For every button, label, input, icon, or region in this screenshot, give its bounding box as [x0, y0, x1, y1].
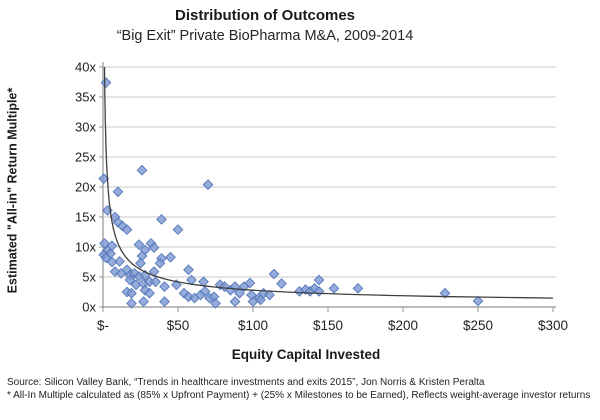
data-point: [198, 276, 209, 288]
data-point: [129, 267, 140, 279]
data-point: [352, 282, 364, 294]
data-point: [276, 278, 287, 290]
data-point: [229, 281, 241, 293]
x-tick-label: $150: [313, 318, 343, 333]
data-point: [126, 297, 137, 309]
x-tick-label: $300: [538, 318, 568, 333]
y-tick-label: 25x: [75, 150, 96, 165]
data-point: [148, 242, 160, 254]
y-tick-label: 0x: [82, 300, 96, 315]
x-tick-label: $100: [238, 318, 268, 333]
y-tick-label: 5x: [82, 270, 96, 285]
data-point: [154, 257, 166, 269]
data-point: [165, 251, 176, 263]
data-point: [112, 186, 124, 198]
data-point: [117, 220, 128, 232]
data-point: [159, 296, 170, 308]
data-point: [150, 276, 161, 288]
trend-line: [103, 66, 554, 299]
x-axis-title: Equity Capital Invested: [231, 347, 381, 362]
data-point: [313, 274, 325, 286]
data-point: [328, 282, 340, 294]
y-tick-label: 15x: [75, 210, 96, 225]
data-point: [136, 164, 148, 176]
data-point: [121, 224, 133, 236]
data-point: [100, 252, 112, 264]
x-tick-label: $50: [167, 318, 190, 333]
data-point: [199, 285, 211, 297]
data-point: [210, 297, 221, 309]
data-point: [183, 264, 194, 276]
data-point: [124, 274, 136, 286]
data-point: [268, 268, 280, 280]
data-point: [109, 266, 121, 278]
x-tick-label: $200: [388, 318, 418, 333]
data-point: [114, 255, 125, 267]
x-tick-label: $250: [463, 318, 493, 333]
source-text: Source: Silicon Valley Bank, “Trends in …: [7, 377, 485, 388]
chart-subtitle: “Big Exit” Private BioPharma M&A, 2009-2…: [116, 28, 414, 44]
data-point: [148, 266, 160, 278]
data-point: [106, 256, 118, 268]
data-point: [135, 257, 146, 269]
data-point: [229, 296, 241, 308]
data-point: [156, 213, 167, 225]
data-point: [472, 295, 484, 307]
data-point: [100, 77, 112, 89]
data-point: [172, 224, 184, 236]
data-point: [126, 287, 137, 299]
data-point: [133, 239, 145, 251]
y-tick-label: 35x: [75, 90, 96, 105]
y-tick-label: 30x: [75, 120, 96, 135]
data-point: [219, 281, 230, 293]
data-point: [138, 296, 149, 308]
y-tick-label: 20x: [75, 180, 96, 195]
y-tick-label: 40x: [75, 60, 96, 75]
data-point: [244, 277, 256, 289]
data-point: [144, 287, 155, 299]
data-point: [159, 281, 170, 293]
data-point: [183, 291, 194, 303]
x-tick-label: $-: [97, 318, 109, 333]
data-point: [202, 179, 214, 191]
y-tick-label: 10x: [75, 240, 96, 255]
footnote-text: * All-In Multiple calculated as (85% x U…: [7, 390, 591, 401]
chart-title: Distribution of Outcomes: [175, 7, 355, 24]
data-point: [439, 287, 451, 299]
data-point: [234, 287, 245, 299]
data-point: [264, 289, 275, 301]
